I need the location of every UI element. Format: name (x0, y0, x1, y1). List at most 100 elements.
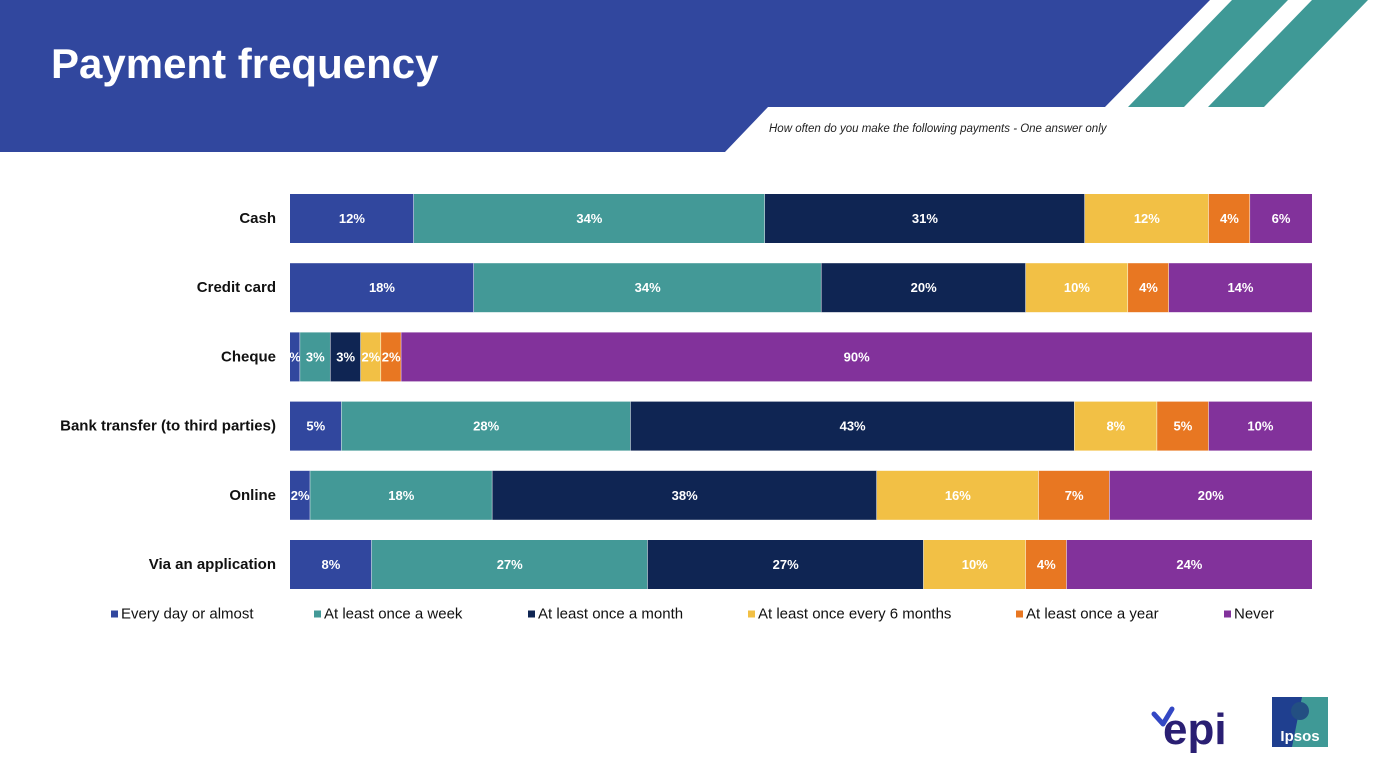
data-label: 20% (911, 280, 937, 295)
legend-swatch (1016, 610, 1023, 618)
bar-segment (413, 194, 765, 243)
stacked-bar-chart: 12% 34% 31% 12% 4% 6% 18% 34% 20% 10% 4% 14%% 3% 3% 2%… (60, 194, 1312, 623)
banner-stripe-1 (1128, 0, 1288, 107)
bar-segment (381, 332, 402, 382)
bar-segment (371, 540, 648, 589)
data-label: 27% (497, 557, 523, 572)
legend-swatch (1224, 610, 1231, 618)
category-label: Credit card (197, 279, 276, 296)
page-title: Payment frequency (51, 40, 439, 87)
bar-segment (876, 470, 1039, 520)
category-labels: Cash Credit card Cheque Bank transfer (to t… (60, 210, 276, 573)
bar-segment (1109, 470, 1312, 520)
legend-swatch (748, 610, 755, 618)
data-label: 34% (576, 211, 602, 226)
bar-segment (1128, 263, 1169, 313)
data-label: 2% (382, 349, 401, 364)
legend-label: Never (1234, 606, 1274, 623)
legend-label: At least once a year (1026, 606, 1159, 623)
data-label: 24% (1176, 557, 1202, 572)
category-label: Bank transfer (to third parties) (60, 418, 276, 435)
category-label: Via an application (149, 556, 276, 573)
data-label: 31% (912, 211, 938, 226)
data-label: % (289, 349, 301, 364)
data-label: 14% (1227, 280, 1253, 295)
bar-segment (341, 401, 631, 451)
epi-logo: epi (1151, 705, 1227, 754)
data-label: 4% (1220, 211, 1239, 226)
bar-segment (1208, 194, 1251, 243)
category-label: Cash (239, 210, 276, 227)
data-label: 10% (962, 557, 988, 572)
bar-segment (1208, 401, 1312, 451)
data-label: 38% (672, 488, 698, 503)
bar-segment (630, 401, 1075, 451)
epi-logo-text: epi (1163, 705, 1227, 754)
data-label: 34% (635, 280, 661, 295)
data-label: 5% (306, 419, 325, 434)
data-label: 5% (1174, 419, 1193, 434)
bar-segment (821, 263, 1026, 313)
data-label: 8% (1106, 419, 1125, 434)
data-label: 3% (336, 349, 355, 364)
data-label: 2% (362, 349, 381, 364)
bar-segment (1157, 401, 1209, 451)
bar-segment (401, 332, 1312, 382)
bar-segment (290, 470, 311, 520)
bar-segment (1038, 470, 1110, 520)
chart-bars: 12% 34% 31% 12% 4% 6% 18% 34% 20% 10% 4% 14%% 3% 3% 2%… (289, 194, 1312, 589)
bar-segment (492, 470, 877, 520)
bar-segment (1074, 401, 1158, 451)
category-label: Cheque (221, 348, 276, 365)
data-label: 10% (1247, 419, 1273, 434)
category-label: Online (229, 487, 276, 504)
legend-swatch (528, 610, 535, 618)
ipsos-logo-head (1291, 702, 1309, 720)
bar-segment (310, 470, 493, 520)
data-label: 20% (1198, 488, 1224, 503)
legend-label: At least once every 6 months (758, 606, 951, 623)
data-label: 2% (291, 488, 310, 503)
bar-segment (647, 540, 924, 589)
data-label: 43% (840, 419, 866, 434)
legend-label: At least once a week (324, 606, 463, 623)
bar-segment (300, 332, 331, 382)
data-label: 3% (306, 349, 325, 364)
bar-segment (290, 540, 372, 589)
bar-segment (1025, 540, 1067, 589)
data-label: 12% (1134, 211, 1160, 226)
data-label: 16% (945, 488, 971, 503)
data-label: 4% (1139, 280, 1158, 295)
data-label: 27% (773, 557, 799, 572)
legend-label: At least once a month (538, 606, 683, 623)
bar-segment (290, 194, 414, 243)
data-label: 8% (321, 557, 340, 572)
bar-segment (1084, 194, 1209, 243)
bar-segment (290, 263, 474, 313)
data-label: 4% (1037, 557, 1056, 572)
legend-swatch (111, 610, 118, 618)
legend-label: Every day or almost (121, 606, 254, 623)
bar-segment (360, 332, 382, 382)
data-label: 28% (473, 419, 499, 434)
bar-segment (1066, 540, 1312, 589)
chart-legend: Every day or almost At least once a week A… (111, 606, 1274, 623)
legend-swatch (314, 610, 321, 618)
banner-stripe-2 (1208, 0, 1368, 107)
bar-segment (330, 332, 361, 382)
question-text: How often do you make the following paym… (769, 123, 1107, 135)
data-label: 6% (1272, 211, 1291, 226)
data-label: 7% (1065, 488, 1084, 503)
bar-segment (1168, 263, 1312, 313)
bar-segment (923, 540, 1026, 589)
bar-segment (290, 332, 301, 382)
data-label: 12% (339, 211, 365, 226)
data-label: 10% (1064, 280, 1090, 295)
epi-logo-check-icon (1151, 706, 1175, 727)
bar-segment (764, 194, 1085, 243)
bar-segment (473, 263, 822, 313)
data-label: 90% (844, 349, 870, 364)
bar-segment (1025, 263, 1129, 313)
bar-segment (290, 401, 342, 451)
bar-segment (1250, 194, 1312, 243)
